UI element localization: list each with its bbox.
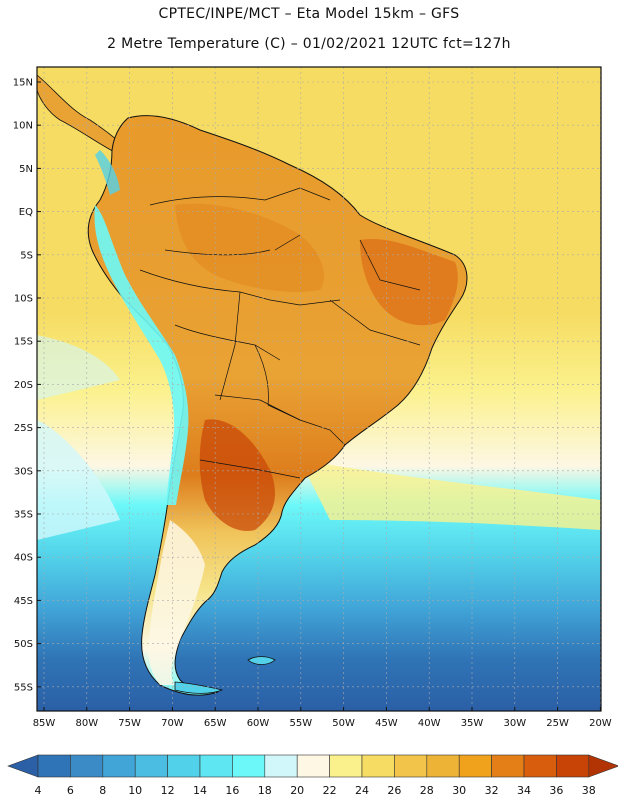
lon-label: 35W xyxy=(461,718,484,729)
lon-label: 65W xyxy=(204,718,227,729)
colorbar-label: 28 xyxy=(420,784,434,797)
lat-label: 15S xyxy=(14,337,33,348)
lat-label: 40S xyxy=(14,553,33,564)
title-line-2: 2 Metre Temperature (C) – 01/02/2021 12U… xyxy=(107,36,511,52)
colorbar-swatch xyxy=(37,754,71,778)
lat-label: 50S xyxy=(14,639,33,650)
lat-label: 35S xyxy=(14,510,33,521)
lat-label: 20S xyxy=(14,380,33,391)
colorbar-label: 32 xyxy=(485,784,499,797)
lat-label: 5S xyxy=(20,250,33,261)
colorbar-swatch xyxy=(394,754,428,778)
colorbar-label: 24 xyxy=(355,784,369,797)
lon-label: 40W xyxy=(418,718,441,729)
colorbar-label: 30 xyxy=(452,784,466,797)
map-frame xyxy=(36,66,602,712)
colorbar-arrow-left xyxy=(7,754,39,778)
colorbar-swatch xyxy=(296,754,330,778)
lon-label: 55W xyxy=(289,718,312,729)
lon-label: 85W xyxy=(33,718,56,729)
longitude-labels: 85W 80W 75W 70W 65W 60W 55W 50W 45W 40W 35W 30W 25W 2… xyxy=(33,707,612,729)
lat-label: 10N xyxy=(13,121,33,132)
colorbar-swatch xyxy=(458,754,492,778)
colorbar-label: 12 xyxy=(161,784,175,797)
colorbar-swatch xyxy=(199,754,233,778)
colorbar-label: 22 xyxy=(323,784,337,797)
colorbar-swatch xyxy=(556,754,590,778)
colorbar-label: 38 xyxy=(582,784,596,797)
colorbar-swatch xyxy=(491,754,525,778)
country-borders xyxy=(139,187,421,479)
colorbar-swatch xyxy=(523,754,557,778)
lat-label: 55S xyxy=(14,682,33,693)
colorbar-label: 36 xyxy=(549,784,563,797)
colorbar-label: 18 xyxy=(258,784,272,797)
colorbar-label: 8 xyxy=(99,784,106,797)
lon-label: 50W xyxy=(332,718,355,729)
colorbar-label: 20 xyxy=(290,784,304,797)
colorbar-label: 14 xyxy=(193,784,207,797)
colorbar-label: 4 xyxy=(35,784,42,797)
lon-label: 75W xyxy=(118,718,141,729)
colorbar-label: 10 xyxy=(128,784,142,797)
colorbar-label: 16 xyxy=(225,784,239,797)
latitude-labels: 15N 10N 5N EQ 5S 10S 15S 20S 25S 30S 35S 40S 45S 50S 5… xyxy=(13,78,41,693)
lat-label: EQ xyxy=(19,207,33,218)
colorbar-swatch xyxy=(232,754,266,778)
colorbar-swatch xyxy=(329,754,363,778)
colorbar-swatch xyxy=(134,754,168,778)
lat-label: 45S xyxy=(14,596,33,607)
lon-label: 70W xyxy=(161,718,184,729)
lon-label: 60W xyxy=(247,718,270,729)
colorbar-swatch xyxy=(102,754,136,778)
colorbar-swatch xyxy=(426,754,460,778)
colorbar: 4 6 8 10 12 14 16 18 20 22 24 26 28 30 32 34 36 38 xyxy=(7,754,618,797)
colorbar-swatch xyxy=(361,754,395,778)
lon-label: 20W xyxy=(589,718,612,729)
colorbar-swatch xyxy=(70,754,104,778)
colorbar-swatch xyxy=(264,754,298,778)
lon-label: 25W xyxy=(546,718,569,729)
lon-label: 80W xyxy=(75,718,98,729)
colorbar-label: 6 xyxy=(67,784,74,797)
colorbar-label: 26 xyxy=(387,784,401,797)
lon-label: 30W xyxy=(503,718,526,729)
andes-cold-band xyxy=(94,205,189,505)
graticule xyxy=(37,67,601,711)
lat-label: 10S xyxy=(14,294,33,305)
lat-label: 5N xyxy=(19,164,33,175)
colorbar-swatch xyxy=(167,754,201,778)
colorbar-arrow-right xyxy=(588,754,618,778)
lon-label: 45W xyxy=(375,718,398,729)
colorbar-label: 34 xyxy=(517,784,531,797)
lat-label: 25S xyxy=(14,423,33,434)
lat-label: 15N xyxy=(13,78,33,89)
title-line-1: CPTEC/INPE/MCT – Eta Model 15km – GFS xyxy=(158,6,460,22)
lat-label: 30S xyxy=(14,466,33,477)
